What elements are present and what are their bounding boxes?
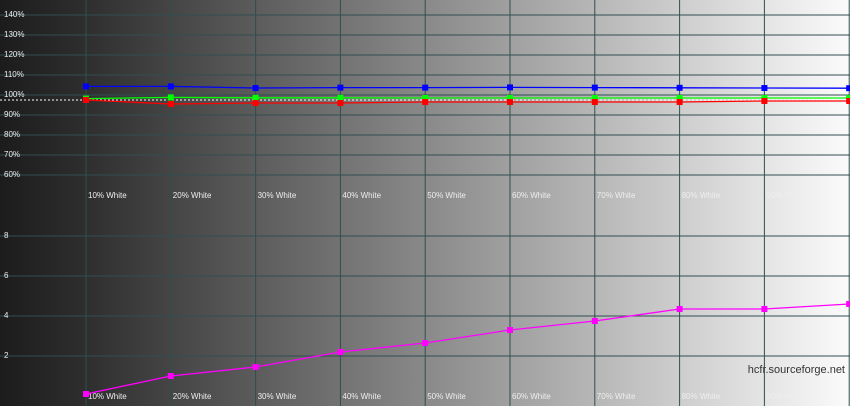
y-tick-label: 6 (4, 271, 9, 280)
point (507, 99, 513, 105)
point (676, 95, 683, 101)
point (337, 349, 344, 355)
series-line (86, 85, 850, 89)
x-tick-label: 70% White (597, 392, 636, 401)
point (83, 391, 89, 397)
point (761, 85, 768, 91)
point (591, 84, 598, 91)
y-tick-label: 100% (4, 90, 24, 99)
point (337, 100, 344, 106)
series-line (85, 96, 850, 100)
point (252, 94, 259, 101)
point (591, 95, 598, 101)
x-tick-label: 80% White (682, 392, 721, 401)
y-tick-label: 2 (4, 351, 9, 360)
x-tick-label: 50% White (427, 392, 466, 401)
point (591, 318, 598, 324)
series-line (85, 99, 850, 105)
x-tick-label: 80% White (682, 191, 721, 200)
point (252, 100, 259, 106)
point (422, 340, 429, 346)
point (252, 85, 259, 91)
y-tick-label: 70% (4, 150, 20, 159)
y-tick-label: 110% (4, 70, 24, 79)
point (507, 84, 513, 91)
point (83, 83, 89, 90)
y-tick-label: 120% (4, 50, 24, 59)
point (676, 306, 683, 312)
point (507, 327, 513, 333)
x-tick-label: 10% White (88, 392, 127, 401)
point (167, 94, 174, 101)
x-tick-label: 40% White (342, 392, 381, 401)
x-tick-label: 40% White (342, 191, 381, 200)
y-tick-label: 8 (4, 231, 9, 240)
point (846, 98, 850, 104)
point (252, 364, 259, 370)
point (337, 84, 344, 91)
y-tick-label: 4 (4, 311, 9, 320)
point (83, 97, 89, 103)
point (422, 95, 429, 101)
point (422, 99, 429, 105)
x-tick-label: 20% White (173, 191, 212, 200)
y-tick-label: 140% (4, 10, 24, 19)
point (167, 373, 174, 379)
y-tick-label: 90% (4, 110, 20, 119)
point (846, 85, 850, 92)
point (761, 98, 768, 104)
point (591, 99, 598, 105)
point (422, 84, 429, 91)
x-tick-label: 60% White (512, 191, 551, 200)
point (507, 95, 513, 101)
point (167, 83, 174, 90)
point (676, 99, 683, 105)
point (761, 306, 768, 312)
x-tick-label: 20% White (173, 392, 212, 401)
point (676, 84, 683, 91)
y-tick-label: 130% (4, 30, 24, 39)
x-tick-label: 90% White (766, 392, 805, 401)
y-tick-label: 80% (4, 130, 20, 139)
x-tick-label: 90% White (766, 191, 805, 200)
y-tick-label: 60% (4, 170, 20, 179)
watermark: hcfr.sourceforge.net (748, 364, 845, 376)
point (337, 94, 344, 101)
x-tick-label: 70% White (597, 191, 636, 200)
point (846, 301, 850, 307)
x-tick-label: 60% White (512, 392, 551, 401)
x-tick-label: 30% White (258, 392, 297, 401)
x-tick-label: 10% White (88, 191, 127, 200)
series-line (85, 303, 850, 395)
x-tick-label: 30% White (258, 191, 297, 200)
point (167, 101, 174, 107)
x-tick-label: 50% White (427, 191, 466, 200)
